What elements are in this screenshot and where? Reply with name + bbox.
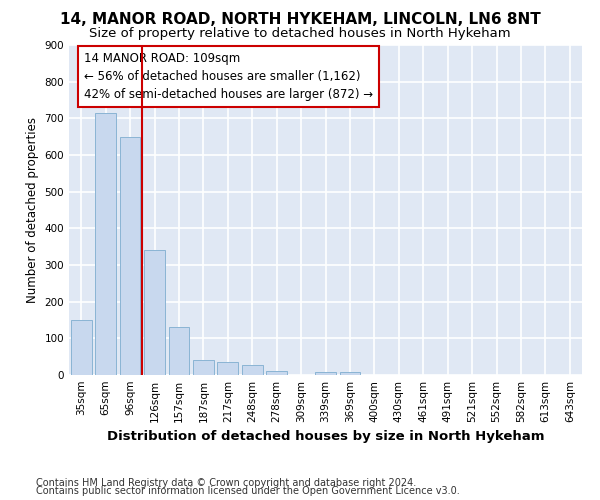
Text: Contains HM Land Registry data © Crown copyright and database right 2024.: Contains HM Land Registry data © Crown c… bbox=[36, 478, 416, 488]
Bar bbox=[71, 320, 92, 375]
Bar bbox=[340, 372, 361, 375]
Y-axis label: Number of detached properties: Number of detached properties bbox=[26, 117, 39, 303]
Text: 14, MANOR ROAD, NORTH HYKEHAM, LINCOLN, LN6 8NT: 14, MANOR ROAD, NORTH HYKEHAM, LINCOLN, … bbox=[59, 12, 541, 28]
Bar bbox=[169, 328, 190, 375]
Bar bbox=[119, 136, 140, 375]
X-axis label: Distribution of detached houses by size in North Hykeham: Distribution of detached houses by size … bbox=[107, 430, 544, 444]
Bar bbox=[144, 250, 165, 375]
Bar bbox=[266, 372, 287, 375]
Bar bbox=[242, 365, 263, 375]
Text: Contains public sector information licensed under the Open Government Licence v3: Contains public sector information licen… bbox=[36, 486, 460, 496]
Text: Size of property relative to detached houses in North Hykeham: Size of property relative to detached ho… bbox=[89, 28, 511, 40]
Bar bbox=[95, 113, 116, 375]
Bar bbox=[193, 360, 214, 375]
Text: 14 MANOR ROAD: 109sqm
← 56% of detached houses are smaller (1,162)
42% of semi-d: 14 MANOR ROAD: 109sqm ← 56% of detached … bbox=[84, 52, 373, 102]
Bar bbox=[217, 362, 238, 375]
Bar bbox=[315, 372, 336, 375]
